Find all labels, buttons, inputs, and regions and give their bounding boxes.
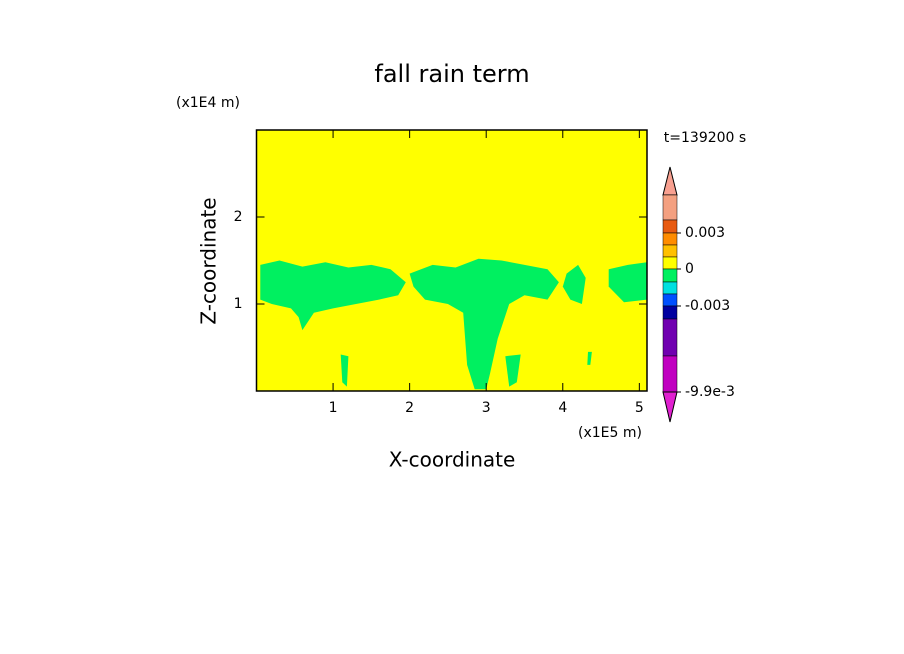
x-tick-label: 5 (635, 400, 644, 416)
plot-background (256, 130, 647, 391)
colorbar-label: 0 (685, 261, 694, 277)
colorbar-box (662, 268, 678, 283)
contour-region (260, 260, 406, 331)
colorbar-triangle (662, 391, 678, 423)
x-tick-label: 2 (405, 400, 414, 416)
colorbar-label: -0.003 (685, 298, 730, 314)
colorbar-box (662, 281, 678, 295)
plot-frame (255, 129, 648, 392)
contour-region (562, 264, 586, 304)
colorbar-box (662, 293, 678, 307)
colorbar-label: 0.003 (685, 225, 725, 241)
colorbar-triangle (662, 166, 678, 196)
y-unit: (x1E4 m) (176, 95, 240, 111)
x-tick-label: 4 (558, 400, 567, 416)
colorbar-box (662, 305, 678, 320)
x-tick-label: 1 (329, 400, 338, 416)
contour-region (340, 354, 349, 387)
annotation: t=139200 s (664, 130, 746, 146)
contour-region (587, 351, 592, 365)
colorbar-box (662, 244, 678, 258)
contour-region (608, 262, 647, 303)
colorbar-label: -9.9e-3 (685, 384, 735, 400)
colorbar-box (662, 232, 678, 246)
y-tick-label: 2 (234, 209, 243, 225)
colorbar-box (662, 219, 678, 234)
x-tick-label: 3 (482, 400, 491, 416)
colorbar-box (662, 355, 678, 393)
y-tick-label: 1 (234, 296, 243, 312)
colorbar-box (662, 194, 678, 221)
y-axis-label: Z-coordinate (197, 197, 221, 324)
contour-region (409, 258, 559, 390)
contour-region (505, 354, 521, 387)
x-unit: (x1E5 m) (578, 425, 642, 441)
colorbar-box (662, 318, 678, 357)
colorbar-box (662, 256, 678, 270)
chart-title: fall rain term (374, 60, 529, 88)
x-axis-label: X-coordinate (389, 448, 516, 472)
